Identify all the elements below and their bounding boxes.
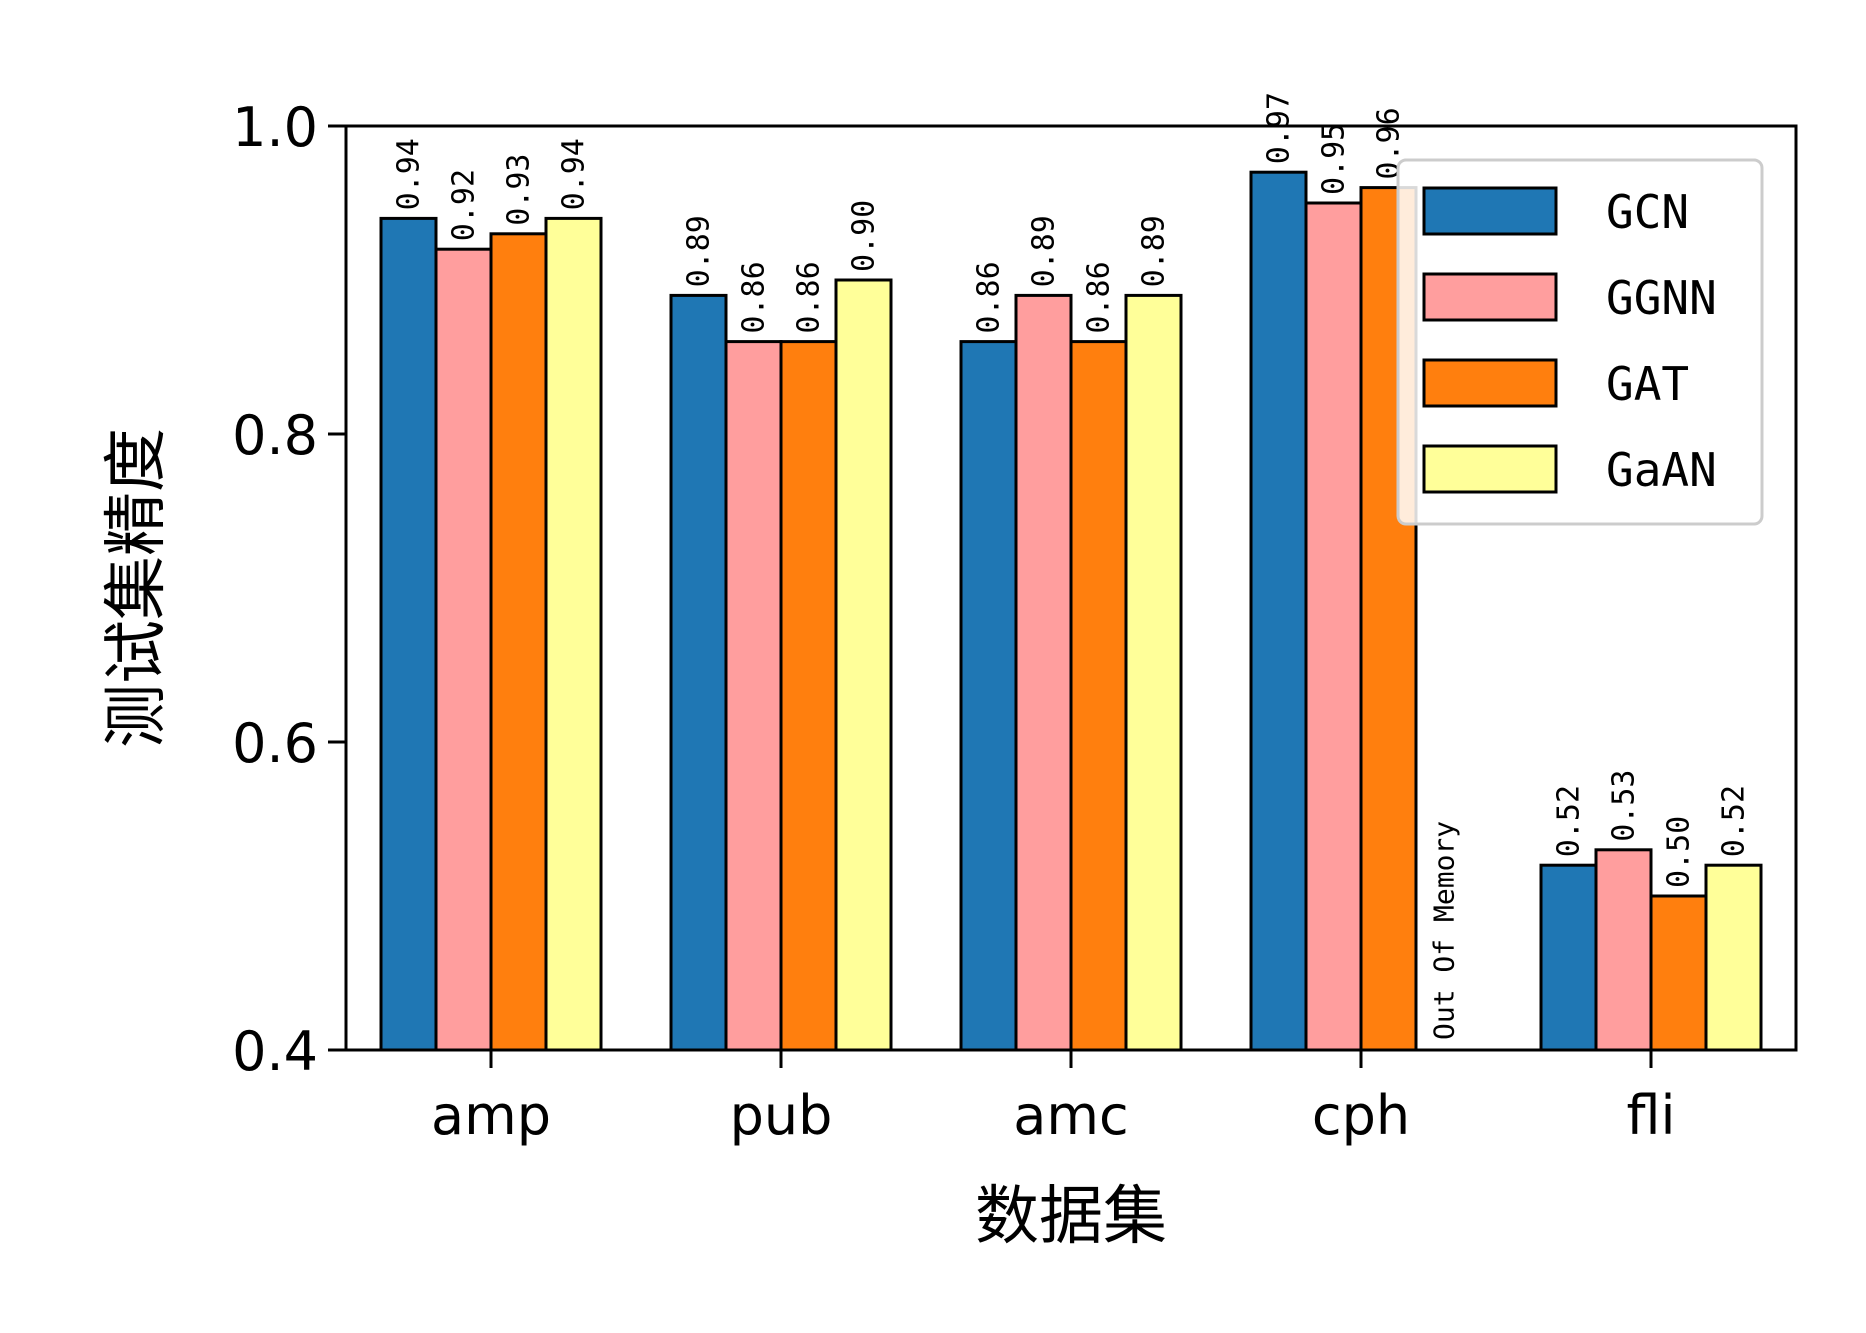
y-axis: 0.4 0.6 0.8 1.0 xyxy=(232,96,346,1083)
y-tick-label: 0.4 xyxy=(232,1020,318,1083)
bar-gcn-amp xyxy=(379,216,438,1052)
bar-value-label: 0.94 xyxy=(392,138,427,210)
bar-value-label: 0.93 xyxy=(502,154,537,226)
legend-frame xyxy=(1396,158,1764,526)
bar-gat-amp xyxy=(489,232,548,1052)
y-tick-label: 0.6 xyxy=(232,712,318,775)
legend-label-gcn: GCN xyxy=(1606,185,1689,239)
bar-value-label: 0.50 xyxy=(1662,816,1697,888)
bar-gcn-fli xyxy=(1539,863,1598,1052)
bar-ggnn-amp xyxy=(434,247,493,1052)
bar-value-label: 0.90 xyxy=(847,200,882,272)
bar-value-label: 0.89 xyxy=(1137,215,1172,287)
bar-value-label: 0.86 xyxy=(737,261,772,333)
legend-label-ggnn: GGNN xyxy=(1606,271,1717,325)
bar-ggnn-amc xyxy=(1014,293,1073,1052)
bars-layer xyxy=(379,170,1763,1052)
bar-value-label: 0.89 xyxy=(1027,215,1062,287)
x-axis-title: 数据集 xyxy=(975,1180,1167,1254)
x-tick-label: pub xyxy=(730,1084,833,1147)
y-tick-label: 1.0 xyxy=(232,96,318,159)
bar-value-label: 0.97 xyxy=(1262,92,1297,164)
bar-ggnn-cph xyxy=(1304,201,1363,1052)
legend-swatch-gat xyxy=(1422,358,1558,408)
bar-value-label: 0.89 xyxy=(682,215,717,287)
bar-value-label: 0.86 xyxy=(792,261,827,333)
legend: GCN GGNN GAT GaAN xyxy=(1396,158,1764,526)
legend-swatch-gcn xyxy=(1422,186,1558,236)
bar-gaan-amp xyxy=(544,216,603,1052)
y-axis-title: 测试集精度 xyxy=(100,428,174,748)
bar-gcn-pub xyxy=(669,293,728,1052)
bar-value-label: 0.86 xyxy=(1082,261,1117,333)
x-tick-label: amc xyxy=(1013,1084,1128,1147)
legend-swatch-ggnn xyxy=(1422,272,1558,322)
bar-gcn-cph xyxy=(1249,170,1308,1052)
bar-gaan-pub xyxy=(834,278,893,1052)
x-tick-label: fli xyxy=(1626,1084,1675,1147)
out-of-memory-annotation: Out Of Memory xyxy=(1428,821,1461,1040)
bar-gcn-amc xyxy=(959,340,1018,1052)
bar-ggnn-fli xyxy=(1594,848,1653,1052)
bar-labels-layer: 0.94 0.89 0.86 0.97 0.52 0.92 0.86 0.89 0.95 0.53… xyxy=(392,92,1752,1040)
bar-value-label: 0.95 xyxy=(1317,123,1352,195)
bar-value-label: 0.53 xyxy=(1607,770,1642,842)
x-tick-label: amp xyxy=(431,1084,551,1147)
bar-value-label: 0.86 xyxy=(972,261,1007,333)
y-tick-label: 0.8 xyxy=(232,404,318,467)
legend-swatch-gaan xyxy=(1422,444,1558,494)
bar-ggnn-pub xyxy=(724,340,783,1052)
bar-value-label: 0.94 xyxy=(557,138,592,210)
bar-gat-pub xyxy=(779,340,838,1052)
bar-value-label: 0.52 xyxy=(1717,785,1752,857)
bar-gat-amc xyxy=(1069,340,1128,1052)
legend-label-gat: GAT xyxy=(1606,357,1689,411)
bar-value-label: 0.92 xyxy=(447,169,482,241)
x-axis: amp pub amc cph fli xyxy=(431,1050,1676,1147)
bar-gaan-amc xyxy=(1124,293,1183,1052)
bar-gat-fli xyxy=(1649,894,1708,1052)
x-tick-label: cph xyxy=(1312,1084,1410,1147)
legend-label-gaan: GaAN xyxy=(1606,443,1717,497)
bar-gaan-fli xyxy=(1704,863,1763,1052)
bar-value-label: 0.52 xyxy=(1552,785,1587,857)
